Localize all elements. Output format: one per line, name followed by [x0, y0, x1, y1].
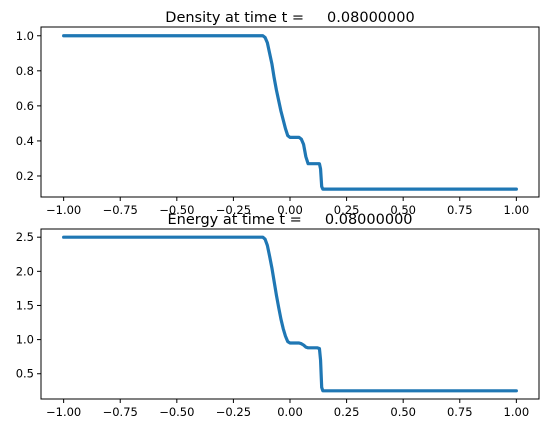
density-x-tick-label: −1.00 [46, 203, 81, 217]
energy-y-tick-label: 0.5 [16, 367, 34, 381]
density-axes-frame [40, 26, 540, 198]
energy-x-tick-label: −1.00 [46, 405, 81, 419]
density-x-tick-label: 0.25 [334, 203, 360, 217]
energy-chart-title: Energy at time t = 0.08000000 [167, 212, 412, 228]
density-chart-title: Density at time t = 0.08000000 [165, 10, 414, 26]
density-panel: −1.00 −0.75 −0.50 −0.25 0.00 0.25 0.50 0.75 1.00… [16, 10, 540, 217]
energy-x-tick-label: −0.50 [159, 405, 194, 419]
density-y-tick-label: 1.0 [16, 29, 34, 43]
density-x-tick-label: −0.50 [159, 203, 194, 217]
energy-y-tick-label: 2.5 [16, 230, 34, 244]
density-x-tick-label: 0.00 [277, 203, 303, 217]
density-y-tick-label: 0.2 [16, 169, 34, 183]
density-x-tick-label: 1.00 [504, 203, 530, 217]
density-x-tick-label: 0.50 [390, 203, 416, 217]
energy-y-tick-label: 1.5 [16, 298, 34, 312]
energy-axes-frame [40, 228, 540, 400]
energy-panel: −1.00 −0.75 −0.50 −0.25 0.00 0.25 0.50 0.75 1.00… [16, 212, 540, 419]
density-x-tick-label: 0.75 [447, 203, 473, 217]
energy-x-tick-label: 0.50 [390, 405, 416, 419]
energy-y-tick-label: 2.0 [16, 264, 34, 278]
density-series-line-0 [62, 34, 518, 191]
density-y-tick-label: 0.6 [16, 99, 34, 113]
density-y-tick-label: 0.4 [16, 134, 34, 148]
energy-x-tick-label: −0.25 [216, 405, 251, 419]
energy-x-tick-label: 0.75 [447, 405, 473, 419]
energy-series-line-0 [62, 235, 518, 393]
density-x-tick-label: −0.75 [103, 203, 138, 217]
energy-x-tick-label: −0.75 [103, 405, 138, 419]
density-x-tick-label: −0.25 [216, 203, 251, 217]
energy-x-tick-label: 1.00 [504, 405, 530, 419]
energy-x-tick-label: 0.25 [334, 405, 360, 419]
density-y-tick-label: 0.8 [16, 64, 34, 78]
energy-y-tick-label: 1.0 [16, 333, 34, 347]
energy-x-tick-label: 0.00 [277, 405, 303, 419]
